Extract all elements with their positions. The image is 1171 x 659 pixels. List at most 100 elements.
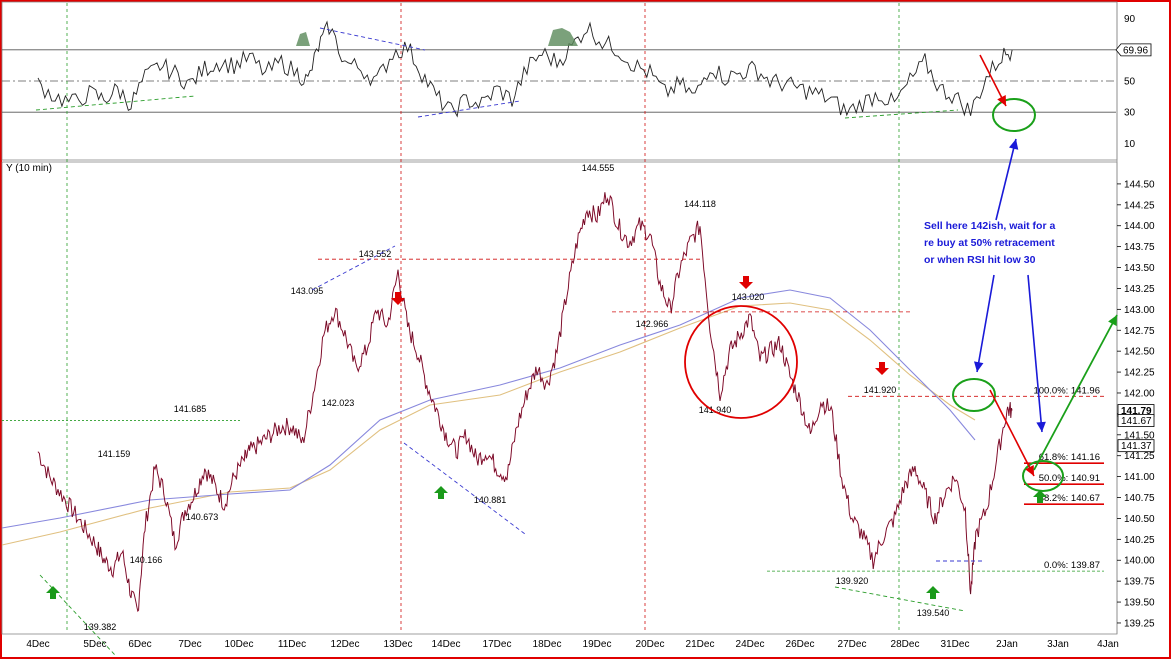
y-tick-label: 142.00 — [1124, 388, 1155, 399]
annotation-layer: 139.382 140.166 141.159 140.673 141.685 143.0… — [2, 27, 1118, 656]
price-point-label: 139.382 — [84, 622, 117, 632]
fib-level-label: 38.2%: 140.67 — [1039, 493, 1100, 504]
rsi-tick-label: 30 — [1124, 108, 1136, 119]
gridlines — [2, 3, 1116, 633]
x-tick-label: 4Dec — [26, 639, 49, 650]
price-point-label: 140.166 — [130, 555, 163, 565]
arrow-note-to-buy — [1027, 274, 1043, 433]
arrow-note-to-rsi — [995, 138, 1017, 221]
y-tick-label: 142.75 — [1124, 326, 1155, 337]
arrow-rsi-down-head — [997, 95, 1006, 106]
rsi-line — [37, 20, 1013, 118]
arrow-note-to-sell — [976, 274, 995, 373]
rsi-tag-box — [1115, 43, 1152, 57]
x-tick-label: 20Dec — [636, 639, 665, 650]
moving-average-slow — [1, 302, 976, 546]
price-point-label: 143.095 — [291, 286, 324, 296]
price-layer — [1, 192, 1013, 613]
x-tick-label: 11Dec — [278, 639, 306, 650]
price-point-label: 140.881 — [474, 495, 507, 505]
x-tick-label: 4Jan — [1097, 639, 1119, 650]
buy-signal-arrow — [1033, 490, 1047, 503]
arrow-price-up-head — [1108, 315, 1117, 326]
price-tag: 141.67 — [1121, 416, 1152, 427]
rsi-overbought-fill — [296, 32, 310, 46]
x-tick-label: 10Dec — [225, 639, 254, 650]
axis-layer: 139.25 139.50 139.75 140.00 140.25 140.50 140.… — [26, 14, 1155, 650]
trendline — [417, 100, 521, 118]
y-tick-label: 143.00 — [1124, 305, 1155, 316]
trendline-green — [35, 95, 196, 111]
y-tick-label: 140.75 — [1124, 493, 1155, 504]
y-tick-label: 141.00 — [1124, 472, 1155, 483]
price-line-shadow — [37, 192, 1013, 612]
sell-signal-arrow — [875, 362, 889, 375]
rsi-target-circle — [992, 98, 1036, 132]
price-point-label: 143.552 — [359, 249, 392, 259]
x-tick-label: 21Dec — [686, 639, 715, 650]
y-tick-label: 144.50 — [1124, 179, 1155, 190]
y-tick-label: 143.25 — [1124, 284, 1155, 295]
y-tick-label: 141.50 — [1124, 430, 1155, 441]
x-tick-label: 6Dec — [128, 639, 151, 650]
arrow-note-to-rsi-head — [1008, 139, 1019, 150]
trendline-green — [844, 109, 959, 119]
price-point-label: 139.920 — [836, 576, 869, 586]
x-tick-label: 17Dec — [483, 639, 512, 650]
sell-signal-arrow — [391, 292, 405, 305]
y-tick-label: 139.75 — [1124, 577, 1155, 588]
sell-zone-circle — [952, 378, 996, 412]
fib-level-label: 100.0%: 141.96 — [1033, 385, 1100, 396]
x-tick-label: 26Dec — [786, 639, 815, 650]
price-panel — [1, 161, 1118, 635]
price-point-label: 144.118 — [684, 199, 716, 209]
price-point-label: 143.020 — [732, 292, 765, 302]
rsi-tick-label: 90 — [1124, 14, 1136, 25]
price-point-label: 141.920 — [864, 385, 897, 395]
fib-level-label: 50.0%: 140.91 — [1039, 473, 1100, 484]
y-tick-label: 142.25 — [1124, 368, 1155, 379]
arrow-note-to-sell-head — [973, 361, 984, 372]
rsi-layer — [37, 20, 1013, 118]
x-tick-label: 24Dec — [736, 639, 765, 650]
y-tick-label: 141.25 — [1124, 451, 1155, 462]
price-tag-box — [1117, 414, 1155, 427]
y-tick-label: 144.00 — [1124, 221, 1155, 232]
y-tick-label: 143.50 — [1124, 263, 1155, 274]
trendline — [403, 442, 526, 535]
trendline — [311, 245, 396, 291]
y-tick-label: 140.00 — [1124, 556, 1155, 567]
x-tick-label: 2Jan — [996, 639, 1018, 650]
y-tick-label: 140.50 — [1124, 514, 1155, 525]
rsi-value-tag: 69.96 — [1123, 45, 1148, 56]
fib-level-label: 61.8%: 141.16 — [1039, 452, 1100, 463]
price-point-label: 139.540 — [917, 608, 950, 618]
sell-signal-arrow — [739, 276, 753, 289]
trendline-green — [39, 574, 116, 656]
y-tick-label: 140.25 — [1124, 535, 1155, 546]
rsi-tick-label: 10 — [1124, 139, 1136, 150]
x-tick-label: 18Dec — [533, 639, 562, 650]
rsi-overbought-fill — [548, 28, 578, 46]
note-line-3: or when RSI hit low 30 — [924, 254, 1036, 266]
price-point-label: 141.685 — [174, 404, 207, 414]
price-point-label: 142.023 — [322, 398, 355, 408]
y-tick-label: 144.25 — [1124, 200, 1155, 211]
price-point-label: 144.555 — [582, 163, 615, 173]
buy-signal-arrow — [46, 586, 60, 599]
trendline-green — [834, 586, 966, 612]
price-point-label: 141.159 — [98, 449, 131, 459]
price-point-label: 141.940 — [699, 405, 732, 415]
arrow-price-down-head — [1025, 465, 1034, 476]
note-line-2: re buy at 50% retracement — [924, 237, 1055, 249]
x-tick-label: 27Dec — [838, 639, 867, 650]
x-tick-label: 7Dec — [178, 639, 201, 650]
rsi-tick-label: 50 — [1124, 77, 1136, 88]
buy-zone-circle — [1022, 460, 1064, 492]
moving-average-fast — [1, 289, 976, 529]
x-tick-label: 31Dec — [941, 639, 970, 650]
x-tick-label: 19Dec — [583, 639, 612, 650]
arrow-price-up — [1033, 314, 1118, 471]
